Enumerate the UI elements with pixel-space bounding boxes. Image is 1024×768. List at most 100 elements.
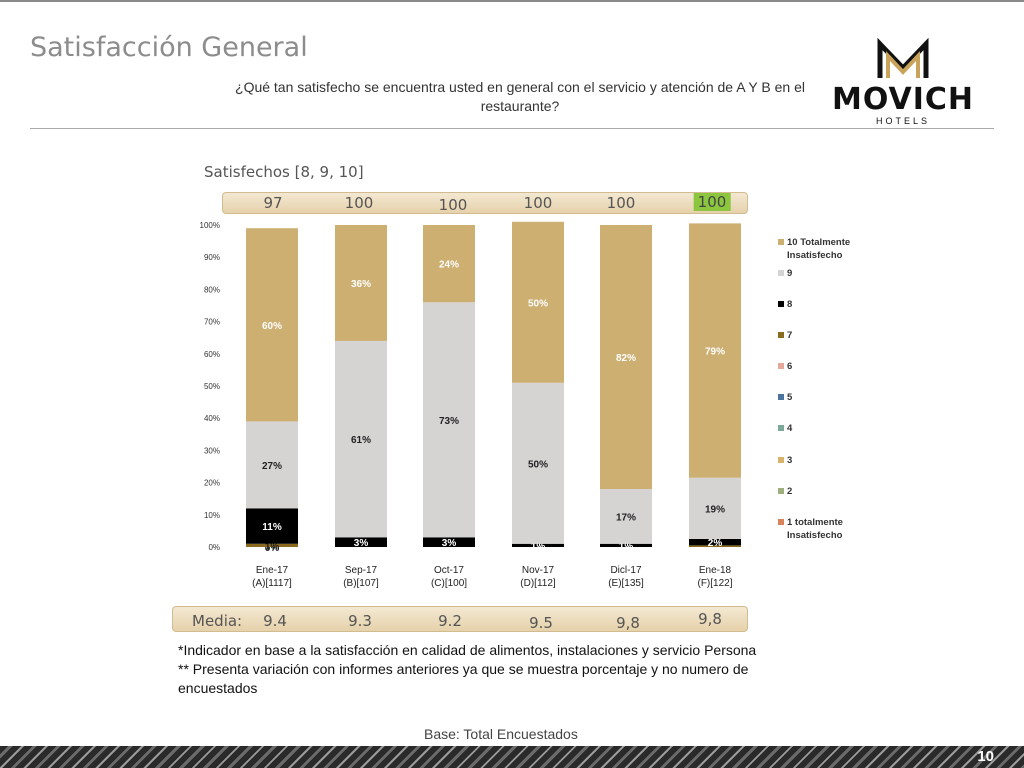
logo-sub: HOTELS: [875, 116, 930, 126]
x-category-label: Sep-17 (B)[107]: [343, 565, 379, 589]
satisfied-value-4: 100: [606, 194, 636, 212]
media-value-0: 9.4: [263, 612, 287, 630]
legend-swatch: [778, 457, 784, 463]
bar-data-label: 61%: [351, 435, 371, 446]
media-value-4: 9,8: [616, 614, 640, 632]
media-label: Media:: [192, 612, 243, 630]
bar-segment: [246, 508, 298, 544]
bar-data-label: 3%: [442, 538, 457, 549]
bar-data-label: 73%: [439, 416, 459, 427]
bar-data-label: 1%: [619, 541, 634, 552]
bar-segment: [335, 537, 387, 547]
y-tick-label: 0%: [208, 543, 220, 552]
legend-label: 9: [787, 268, 792, 279]
media-value-1: 9.3: [348, 612, 372, 630]
bar-data-label: 24%: [439, 260, 459, 271]
bar-segment: [246, 228, 298, 422]
y-tick-label: 40%: [204, 414, 220, 423]
y-tick-label: 80%: [204, 285, 220, 294]
legend-label: 1 totalmente Insatisfecho: [787, 517, 843, 541]
legend-label: 5: [787, 392, 793, 403]
y-tick-label: 90%: [204, 253, 220, 262]
legend-label: 4: [787, 423, 793, 434]
legend-label: 3: [787, 455, 792, 466]
legend-swatch: [778, 270, 784, 276]
bar-data-label: 36%: [351, 279, 371, 290]
media-value-2: 9.2: [438, 612, 462, 630]
legend-swatch: [778, 332, 784, 338]
satisfied-label: Satisfechos [8, 9, 10]: [204, 163, 364, 181]
bar-data-label: 60%: [262, 321, 282, 332]
legend-swatch: [778, 519, 784, 525]
top-rule: [0, 0, 1024, 2]
x-category-label: Dicl-17 (E)[135]: [608, 565, 644, 589]
legend-swatch: [778, 363, 784, 369]
footer-pattern: [0, 746, 1024, 768]
movich-monogram-icon: [877, 38, 929, 78]
legend-label: 10 Totalmente Insatisfecho: [787, 237, 850, 261]
legend-label: 7: [787, 330, 792, 341]
bar-segment: [512, 543, 564, 547]
bar-segment: [335, 225, 387, 341]
y-tick-label: 60%: [204, 350, 220, 359]
y-tick-label: 10%: [204, 511, 220, 520]
legend-label: 2: [787, 486, 792, 497]
movich-logo: MOVICH HOTELS: [818, 38, 988, 126]
bar-data-label: 2%: [708, 538, 723, 549]
satisfied-value-0: 97: [263, 194, 283, 212]
footnote-2: ** Presenta variación con informes anter…: [178, 661, 749, 696]
bar-data-label: 1%: [265, 541, 280, 552]
bar-segment: [512, 382, 564, 544]
page-number: 10: [977, 748, 994, 765]
legend-swatch: [778, 239, 784, 245]
bar-data-label: 19%: [705, 504, 725, 515]
bar-segment: [423, 225, 475, 303]
bar-segment: [512, 221, 564, 383]
bar-data-label: 50%: [528, 298, 548, 309]
bar-data-label: 27%: [262, 461, 282, 472]
x-category-label: Ene-18 (F)[122]: [697, 565, 732, 589]
base-note: Base: Total Encuestados: [424, 726, 578, 742]
bar-segment: [335, 340, 387, 538]
bar-segment: [423, 302, 475, 538]
x-category-label: Ene-17 (A)[1117]: [252, 565, 292, 589]
y-tick-label: 50%: [204, 382, 220, 391]
bar-data-label: 79%: [705, 347, 725, 358]
legend-swatch: [778, 488, 784, 494]
logo-word: MOVICH: [831, 82, 975, 117]
y-tick-label: 30%: [204, 446, 220, 455]
bar-data-label: 17%: [616, 512, 636, 523]
bar-segment: [600, 543, 652, 547]
header-divider: [30, 128, 994, 129]
bar-segment: [600, 225, 652, 490]
stacked-bar-chart: 0%10%20%30%40%50%60%70%80%90%100%0%1%11%…: [200, 221, 851, 589]
satisfied-value-1: 100: [344, 194, 374, 212]
bar-segment: [689, 223, 741, 478]
footnote-1: *Indicador en base a la satisfacción en …: [178, 642, 757, 658]
bar-segment: [689, 538, 741, 546]
media-band: [172, 606, 748, 632]
bar-data-label: 1%: [531, 541, 546, 552]
bar-segment: [689, 545, 741, 547]
media-value-5: 9,8: [698, 610, 722, 628]
legend-label: 6: [787, 361, 792, 372]
y-tick-label: 100%: [200, 221, 220, 230]
bar-segment: [689, 477, 741, 539]
bar-segment: [423, 537, 475, 547]
bar-data-label: 82%: [616, 353, 636, 364]
legend-swatch: [778, 425, 784, 431]
bar-segment: [246, 543, 298, 547]
legend-swatch: [778, 301, 784, 307]
bar-data-label: 11%: [262, 522, 282, 533]
x-category-label: Oct-17 (C)[100]: [431, 565, 467, 589]
y-tick-label: 20%: [204, 479, 220, 488]
satisfied-value-5: 100: [693, 193, 731, 211]
footnotes: *Indicador en base a la satisfacción en …: [178, 641, 778, 698]
satisfied-value-2: 100: [438, 196, 468, 214]
satisfied-band: [222, 192, 748, 214]
media-value-3: 9.5: [529, 614, 553, 632]
x-category-label: Nov-17 (D)[112]: [520, 565, 556, 589]
bar-data-label: 50%: [528, 459, 548, 470]
legend-label: 8: [787, 299, 792, 310]
legend-swatch: [778, 394, 784, 400]
